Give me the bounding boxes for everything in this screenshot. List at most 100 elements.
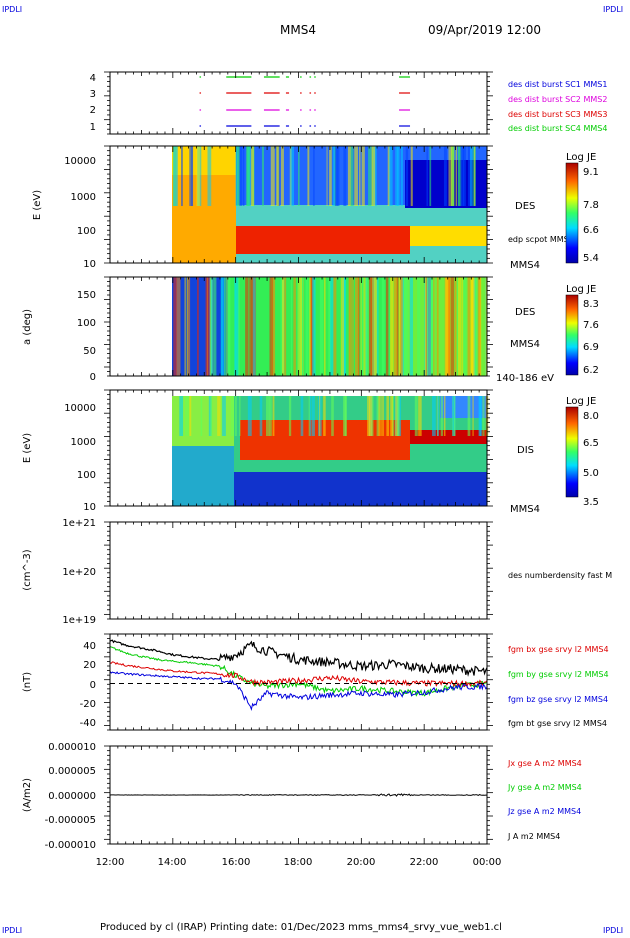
footer-text: Produced by cl (IRAP) Printing date: 01/… [100, 922, 502, 933]
y-axis-label: (A/m2) [22, 778, 33, 812]
spectrogram-hot-band [236, 226, 410, 254]
spectrogram-stripe [235, 396, 237, 436]
instrument-label: DIS [517, 445, 534, 456]
panel-density: (cm^-3) 1e+21 1e+20 1e+19 des numberdens… [22, 518, 612, 626]
spectrogram-stripe [311, 396, 315, 436]
spectrogram-stripe [332, 146, 335, 206]
legend-entry: Jy gse A m2 MMS4 [507, 783, 582, 792]
colorbar-label: Log JE [566, 284, 596, 295]
y-tick-label: -40 [80, 718, 96, 729]
y-axis-label: E (eV) [32, 190, 43, 220]
spectrogram-stripe [331, 396, 334, 436]
y-tick-label: -20 [80, 699, 96, 710]
y-tick-label: 100 [77, 470, 96, 481]
legend-entry: des numberdensity fast M [508, 571, 612, 580]
spectrogram-stripe [448, 146, 450, 206]
y-tick-label: 2 [90, 105, 96, 116]
panel-burst: 4 3 2 1 des dist burst SC1 MMS1 des dist… [90, 71, 607, 135]
spectrogram-stripe [393, 277, 398, 376]
spectrogram-stripe [186, 277, 191, 376]
spectrogram-stripe [398, 277, 401, 376]
legend-entry: des dist burst SC2 MMS2 [508, 95, 607, 104]
spectrogram-stripe [272, 396, 275, 436]
spectrogram-stripe [227, 277, 231, 376]
spectrogram-stripe [189, 146, 193, 206]
spectrogram-stripe [440, 396, 443, 436]
spectrogram-stripe [284, 277, 287, 376]
fgm-trace [109, 671, 488, 712]
x-tick-label: 00:00 [473, 857, 502, 868]
y-tick-label: 4 [90, 73, 96, 84]
spectrogram-stripe [455, 146, 458, 206]
spectrogram-stripe [328, 277, 331, 376]
y-axis-label: E (eV) [22, 433, 33, 463]
spectrogram-stripe [471, 277, 474, 376]
spectrogram-stripe [276, 146, 279, 206]
colorbar-tick: 7.8 [583, 200, 599, 211]
spectrogram-stripe [395, 146, 399, 206]
colorbar-tick: 6.2 [583, 365, 599, 376]
colorbar-tick: 5.4 [583, 253, 599, 264]
spectrogram-stripe [208, 396, 212, 436]
burst-interval-marks [199, 76, 411, 127]
y-tick-label: 1e+19 [62, 615, 96, 626]
spectrogram-stripe [300, 396, 304, 436]
legend-entry: des dist burst SC1 MMS1 [508, 80, 607, 89]
colorbar [565, 162, 579, 264]
spectrogram-stripe [239, 396, 241, 436]
spectrogram-stripe [205, 277, 210, 376]
spectrogram-stripe [336, 146, 340, 206]
spectrogram-stripe [445, 277, 449, 376]
spectrogram-stripe [259, 396, 263, 436]
x-tick-label: 18:00 [284, 857, 313, 868]
spectrogram-stripe [359, 146, 361, 206]
legend-entry: fgm by gse srvy l2 MMS4 [508, 670, 609, 679]
spectrogram-stripe [482, 396, 485, 436]
spectrogram-stripe [429, 146, 432, 206]
spectrogram-stripe [236, 146, 240, 206]
spectrogram-stripe [409, 277, 414, 376]
spectrogram-stripe [390, 277, 394, 376]
corner-label-bottom-right: IPDLI [603, 926, 623, 934]
spectrogram-variability [179, 396, 489, 436]
spectrogram-stripe [246, 146, 250, 206]
y-tick-label: 1000 [71, 437, 96, 448]
spectrogram-stripe [400, 277, 403, 376]
spectrogram-stripe [376, 396, 379, 436]
spectrogram-stripe [326, 146, 328, 206]
spectrogram-stripe [451, 146, 455, 206]
y-tick-label: 1e+20 [62, 567, 96, 578]
x-tick-label: 12:00 [96, 857, 125, 868]
colorbar [565, 294, 579, 376]
colorbar-tick: 9.1 [583, 167, 599, 178]
spectrogram-stripe [197, 277, 199, 376]
y-axis-label: (nT) [22, 672, 33, 692]
figure-title: MMS4 [280, 23, 316, 37]
colorbar-tick: 3.5 [583, 497, 599, 508]
spectrogram-stripe [309, 396, 312, 436]
y-tick-label: 10 [83, 259, 96, 270]
spectrogram-stripe [436, 277, 439, 376]
instrument-label: DES [515, 201, 535, 212]
spectrogram-stripe [173, 146, 177, 206]
spectrogram-stripe [288, 396, 292, 436]
spectrogram-stripe [290, 146, 294, 206]
spectrogram-stripe [426, 146, 428, 206]
spectrogram-stripe [181, 146, 183, 206]
y-axis-label: (cm^-3) [22, 549, 33, 590]
panel-frame [109, 633, 488, 731]
current-series [109, 793, 487, 797]
legend-entry: des dist burst SC3 MMS3 [508, 110, 607, 119]
spectrogram-stripe [361, 146, 365, 206]
spectrogram-stripe [397, 146, 400, 206]
spectrogram-stripe [352, 277, 354, 376]
spectrogram-stripe [235, 277, 239, 376]
overlay-label: edp scpot MMS4 [508, 235, 574, 244]
spectrogram-stripe [371, 146, 376, 206]
spectrogram-stripe [297, 146, 300, 206]
spectrogram-stripe [252, 277, 256, 376]
spectrogram-stripe [478, 396, 482, 436]
y-tick-label: 0.000010 [48, 742, 96, 753]
colorbar-tick: 8.3 [583, 299, 599, 310]
